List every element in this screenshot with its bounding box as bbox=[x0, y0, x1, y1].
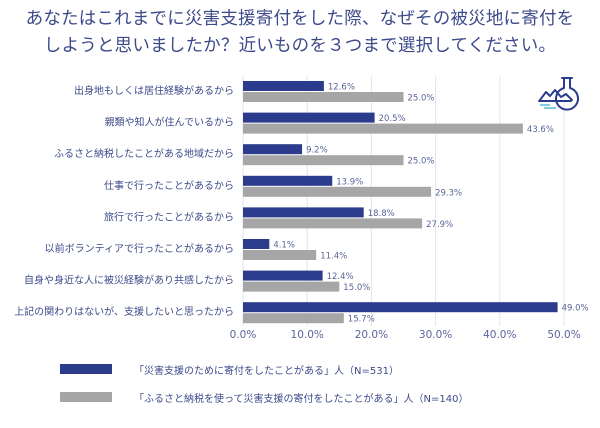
category-label: 親類や知人が住んでいるから bbox=[105, 116, 235, 129]
bar-series-1 bbox=[243, 81, 324, 91]
bar-series-2 bbox=[243, 313, 344, 324]
category-label: 仕事で行ったことがあるから bbox=[104, 179, 234, 192]
bar-value-label: 12.6% bbox=[328, 83, 355, 93]
bar-value-label: 49.0% bbox=[562, 304, 589, 314]
bar-value-label: 25.0% bbox=[408, 94, 435, 104]
bar-series-2 bbox=[243, 92, 404, 102]
bar-value-label: 18.8% bbox=[368, 209, 395, 219]
bar-series-1 bbox=[243, 175, 333, 186]
x-tick-label: 30.0% bbox=[419, 329, 452, 341]
bar-value-label: 20.5% bbox=[379, 114, 406, 124]
bar-value-label: 27.9% bbox=[426, 220, 453, 230]
legend-item-series-1: 「災害支援のために寄付をしたことがある」人（N=531） bbox=[60, 355, 468, 383]
bar-value-label: 25.0% bbox=[408, 157, 435, 167]
bar-series-1 bbox=[243, 302, 558, 313]
legend-label-series-1: 「災害支援のために寄付をしたことがある」人（N=531） bbox=[134, 365, 399, 377]
category-label: 旅行で行ったことがあるから bbox=[104, 210, 234, 223]
bar-series-1 bbox=[243, 239, 270, 249]
bars: 12.6%25.0%20.5%43.6%9.2%25.0%13.9%29.3%1… bbox=[243, 81, 589, 325]
x-tick-label: 20.0% bbox=[355, 329, 388, 341]
bar-series-1 bbox=[243, 144, 303, 155]
bar-series-2 bbox=[243, 281, 340, 292]
bar-value-label: 13.9% bbox=[336, 177, 363, 187]
category-label: 出身地もしくは居住経験があるから bbox=[74, 84, 234, 97]
bar-series-2 bbox=[243, 155, 404, 166]
bar-series-1 bbox=[243, 207, 364, 218]
legend-label-series-2: 「ふるさと納税を使って災害支援の寄付をしたことがある」人（N=140） bbox=[134, 393, 469, 405]
legend-swatch-series-1 bbox=[60, 364, 112, 374]
bar-series-1 bbox=[243, 112, 375, 123]
bar-series-1 bbox=[243, 270, 323, 281]
category-label: 自身や身近な人に被災経験があり共感したから bbox=[24, 274, 234, 287]
bar-value-label: 43.6% bbox=[527, 125, 554, 135]
bar-series-2 bbox=[243, 218, 423, 229]
chart-title: あなたはこれまでに災害支援寄付をした際、なぜその被災地に寄付を しようと思いまし… bbox=[0, 6, 600, 60]
bar-value-label: 4.1% bbox=[273, 241, 295, 251]
category-label: 上記の関わりはないが、支援したいと思ったから bbox=[14, 305, 234, 318]
bar-series-2 bbox=[243, 186, 432, 197]
x-tick-label: 40.0% bbox=[483, 329, 516, 341]
bar-value-label: 11.4% bbox=[320, 252, 347, 262]
legend-swatch-series-2 bbox=[60, 392, 112, 402]
x-axis-ticks: 0.0% 10.0% 20.0% 30.0% 40.0% 50.0% bbox=[230, 329, 581, 341]
bar-series-2 bbox=[243, 123, 523, 134]
bar-series-2 bbox=[243, 250, 317, 260]
legend-item-series-2: 「ふるさと納税を使って災害支援の寄付をしたことがある」人（N=140） bbox=[60, 383, 468, 411]
flask-landscape-icon bbox=[538, 77, 579, 111]
chart-title-line-1: あなたはこれまでに災害支援寄付をした際、なぜその被災地に寄付を bbox=[25, 9, 575, 29]
bar-value-label: 9.2% bbox=[306, 146, 328, 156]
bar-value-label: 15.7% bbox=[348, 315, 375, 325]
chart-title-line-2: しようと思いましたか？近いものを３つまで選択してください。 bbox=[43, 36, 557, 56]
category-label: 以前ボランティアで行ったことがあるから bbox=[45, 242, 234, 255]
category-labels: 出身地もしくは居住経験があるから親類や知人が住んでいるからふるさと納税したことが… bbox=[14, 84, 234, 318]
x-tick-label: 10.0% bbox=[291, 329, 324, 341]
bar-value-label: 29.3% bbox=[435, 188, 462, 198]
legend: 「災害支援のために寄付をしたことがある」人（N=531） 「ふるさと納税を使って… bbox=[60, 355, 468, 411]
category-label: ふるさと納税したことがある地域だから bbox=[54, 147, 234, 160]
x-tick-label: 0.0% bbox=[230, 329, 257, 341]
x-tick-label: 50.0% bbox=[547, 329, 580, 341]
bar-value-label: 15.0% bbox=[343, 283, 370, 293]
bar-value-label: 12.4% bbox=[327, 272, 354, 282]
